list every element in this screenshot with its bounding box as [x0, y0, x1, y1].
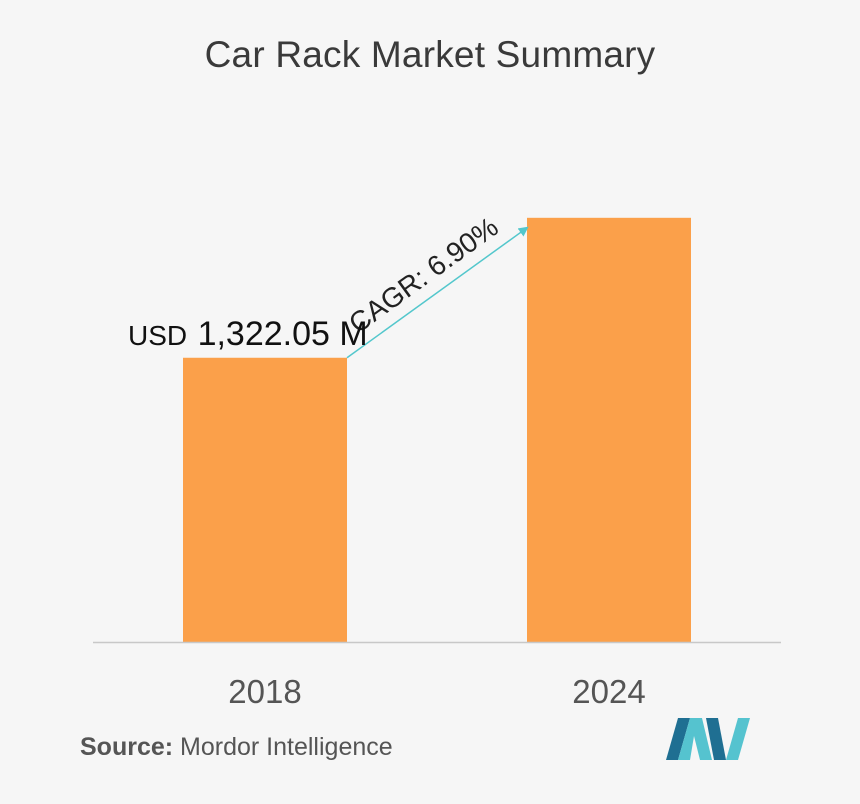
data-label-2018: USD 1,322.05 M	[128, 315, 368, 353]
x-tick-label-2024: 2024	[572, 673, 645, 710]
source-note: Source: Mordor Intelligence	[80, 733, 393, 762]
chart-title: Car Rack Market Summary	[204, 34, 656, 75]
data-label-value: 1,322.05 M	[198, 315, 368, 353]
data-label-prefix: USD	[128, 320, 187, 351]
source-label: Source:	[80, 733, 174, 761]
bar-2018	[183, 357, 347, 642]
x-tick-label-2018: 2018	[228, 673, 301, 710]
source-text: Mordor Intelligence	[180, 733, 393, 761]
mordor-intelligence-logo-icon	[666, 718, 750, 760]
cagr-arrow	[346, 226, 529, 359]
bar-2024	[527, 217, 691, 642]
